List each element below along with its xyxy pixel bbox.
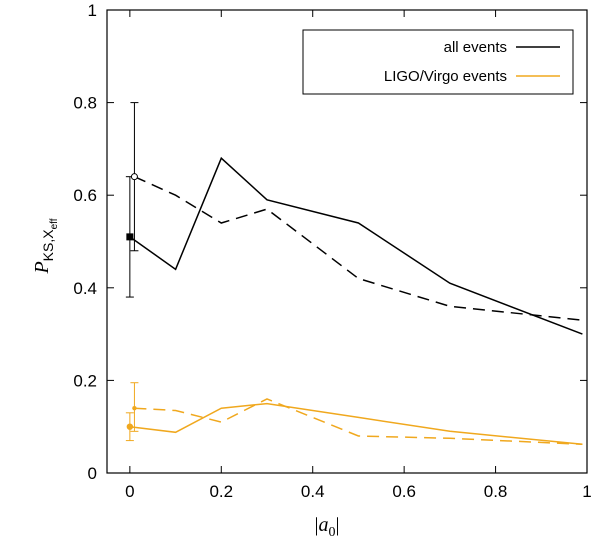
- x-tick-label: 0.4: [301, 482, 325, 501]
- series-layer: [125, 102, 583, 446]
- x-tick-label: 0.8: [484, 482, 508, 501]
- x-tick-label: 0.2: [209, 482, 233, 501]
- series-line-1: [134, 176, 583, 321]
- legend: all events LIGO/Virgo events: [302, 29, 574, 95]
- x-axis-title-var: a: [319, 514, 329, 536]
- series-line-3: [134, 398, 583, 446]
- ticks-layer: 0 0.2 0.4 0.6 0.8 1 0 0.2 0.4 0.6 0.8 1: [73, 1, 591, 501]
- x-axis-title-sub: 0: [329, 525, 336, 540]
- legend-label-all-events: all events: [444, 39, 507, 56]
- series-3: [130, 382, 583, 446]
- y-tick-label: 0.6: [73, 186, 97, 205]
- y-tick-label: 1: [88, 1, 97, 20]
- data-point-marker: [130, 173, 138, 181]
- series-2: [125, 402, 583, 446]
- legend-label-ligo-virgo-events: LIGO/Virgo events: [384, 68, 507, 85]
- x-axis-title-open: |: [314, 514, 318, 536]
- y-axis-title-subsub: eff: [49, 218, 60, 229]
- legend-box: [302, 29, 574, 95]
- x-tick-label: 0.6: [392, 482, 416, 501]
- series-1: [130, 102, 583, 321]
- series-line-0: [129, 156, 583, 335]
- y-tick-label: 0.8: [73, 94, 97, 113]
- plot-frame: [106, 9, 588, 474]
- y-axis-title: PKS,Xeff: [31, 218, 60, 274]
- y-tick-label: 0: [88, 464, 97, 483]
- series-0: [125, 156, 583, 335]
- x-axis-title: |a0|: [314, 514, 339, 540]
- x-tick-label: 1: [582, 482, 591, 501]
- data-point-marker: [126, 423, 134, 430]
- y-tick-label: 0.2: [73, 371, 97, 390]
- y-axis-title-sub: KS,X: [40, 229, 56, 262]
- data-point-marker: [132, 405, 137, 411]
- y-tick-label: 0.4: [73, 279, 97, 298]
- data-point-marker: [126, 233, 134, 241]
- y-axis-title-var: P: [31, 261, 53, 274]
- x-tick-label: 0: [125, 482, 134, 501]
- series-line-2: [129, 402, 583, 446]
- x-axis-title-close: |: [336, 514, 340, 536]
